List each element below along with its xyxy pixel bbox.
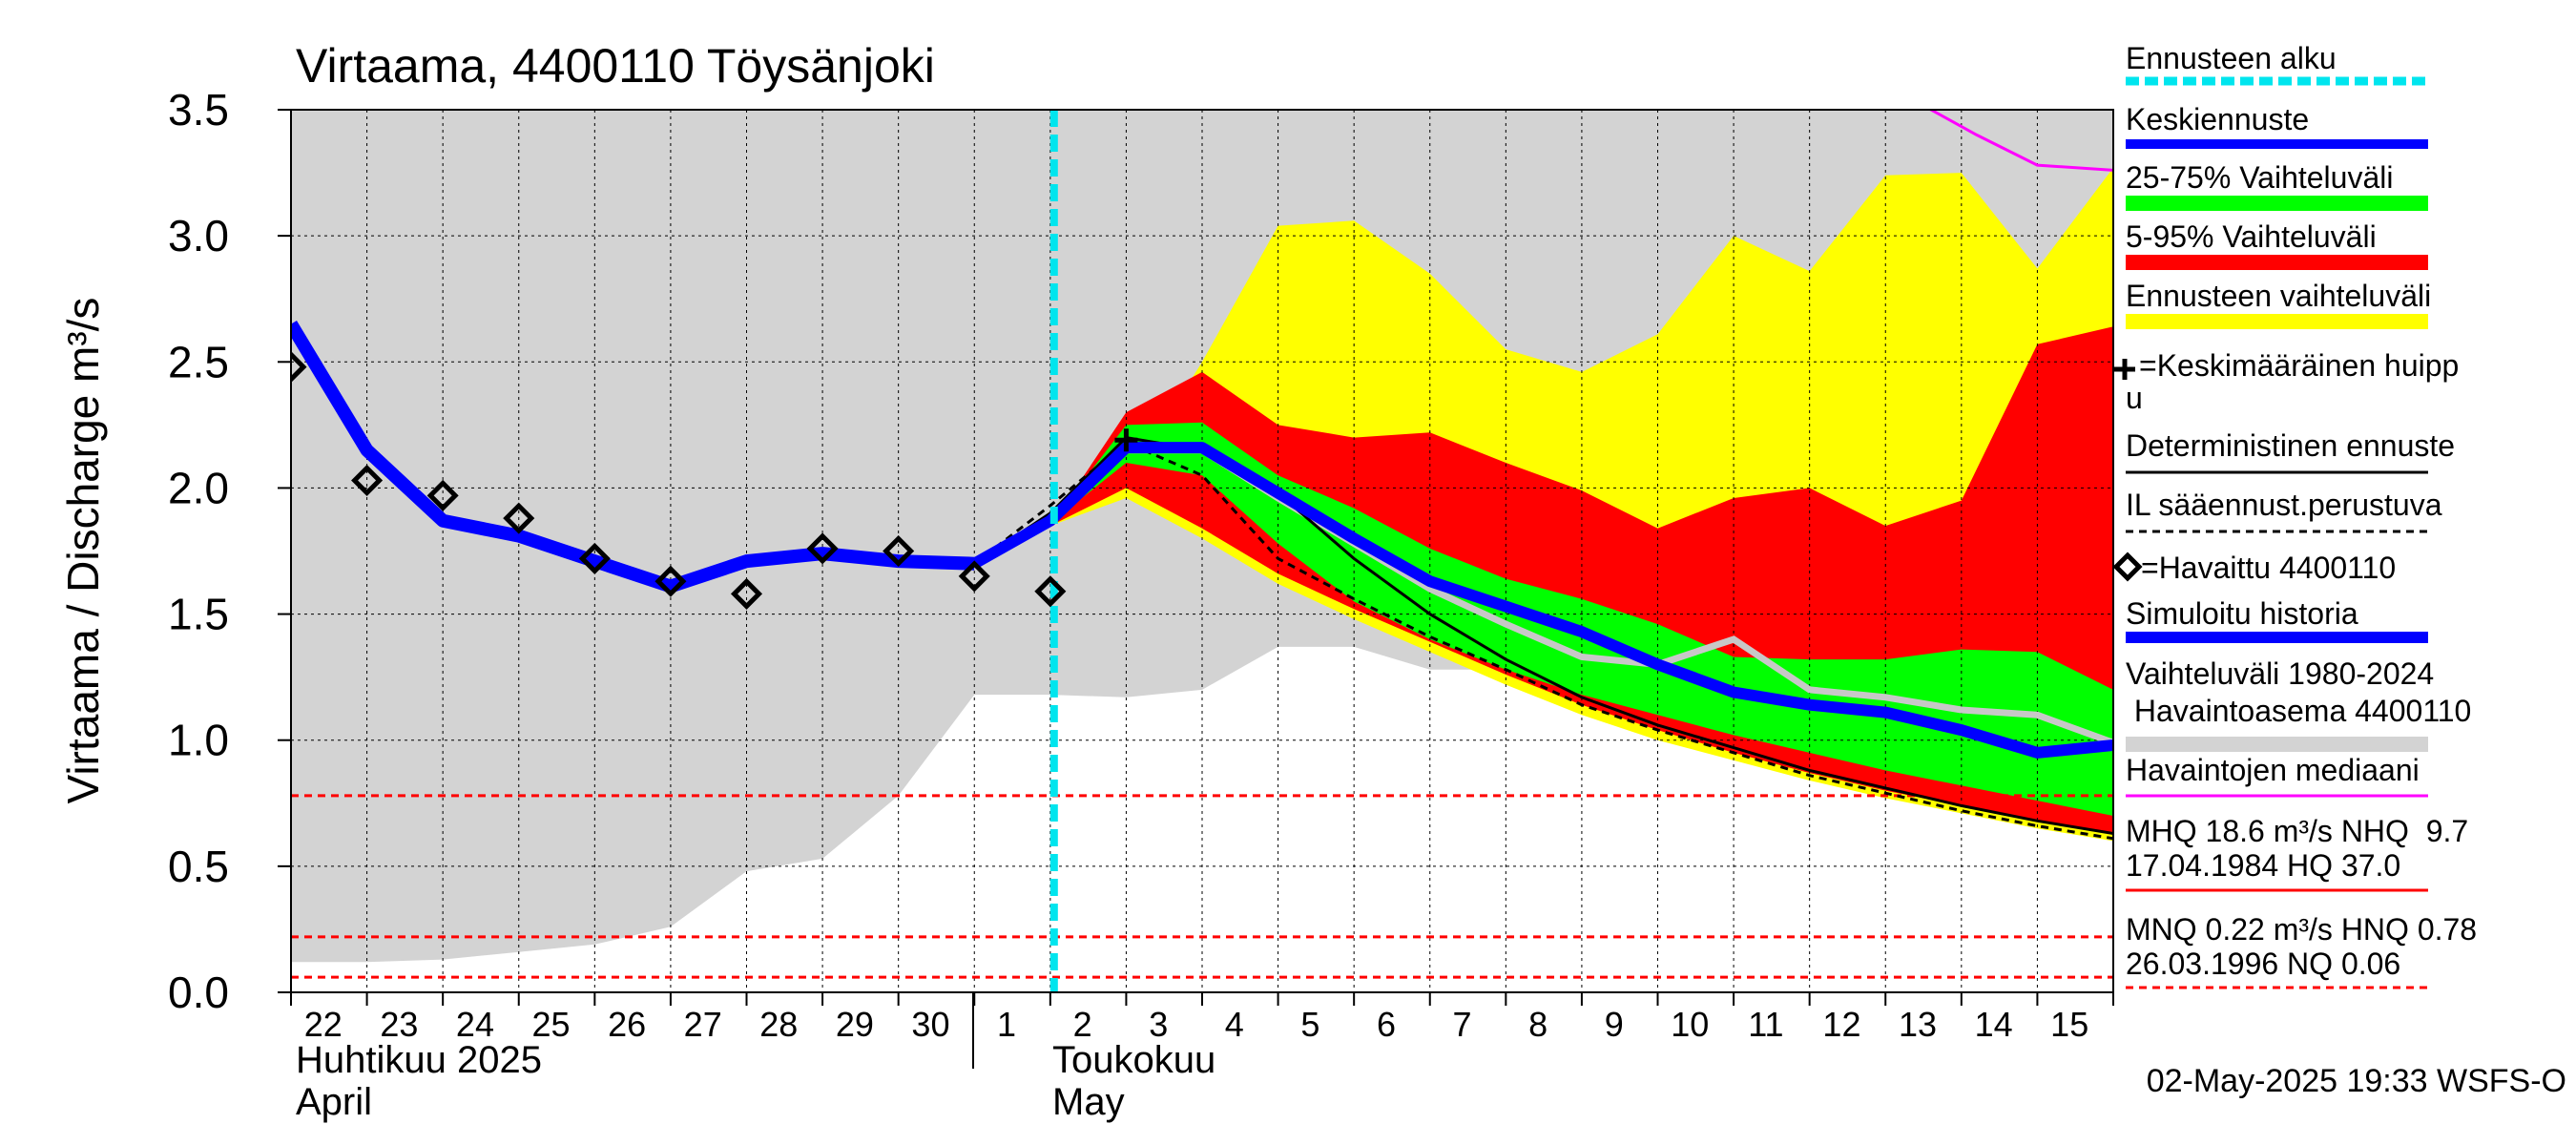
legend-mhq-label-cont: 17.04.1984 HQ 37.0 (2126, 848, 2400, 883)
footer-timestamp: 02-May-2025 19:33 WSFS-O (2147, 1063, 2566, 1099)
observed-point (351, 464, 384, 497)
legend-range-label: Vaihteluväli 1980-2024 (2126, 656, 2434, 691)
observed-points (291, 351, 1067, 610)
y-tick-label: 0.5 (168, 842, 229, 891)
x-tick-label: 7 (1453, 1005, 1472, 1044)
legend-mean-label: Keskiennuste (2126, 102, 2309, 136)
legend-il-label: IL sääennust.perustuva (2126, 488, 2442, 522)
il-forecast-line (973, 441, 2113, 841)
observed-point (426, 479, 459, 511)
x-tick-label: 28 (759, 1005, 798, 1044)
x-tick-label: 26 (608, 1005, 646, 1044)
legend-p25-75-label: 25-75% Vaihteluväli (2126, 160, 2393, 195)
y-tick-label: 1.5 (168, 590, 229, 639)
observed-point (578, 542, 611, 574)
legend-mnq-label: MNQ 0.22 m³/s HNQ 0.78 (2126, 912, 2477, 947)
legend-p5-95-label: 5-95% Vaihteluväli (2126, 219, 2377, 254)
legend-deterministic-label: Deterministinen ennuste (2126, 428, 2455, 463)
x-tick-label: 15 (2050, 1005, 2088, 1044)
x-tick-label: 27 (684, 1005, 722, 1044)
observed-point (958, 560, 990, 593)
x-tick-label: 23 (380, 1005, 418, 1044)
observed-point (806, 532, 839, 565)
x-tick-label: 13 (1899, 1005, 1937, 1044)
legend-peak-label: =Keskimääräinen huipp (2139, 348, 2459, 383)
observed-point (730, 577, 763, 610)
legend-range-label-cont: Havaintoasema 4400110 (2126, 694, 2471, 728)
x-tick-label: 24 (456, 1005, 494, 1044)
y-axis-label: Virtaama / Discharge m³/s (58, 298, 108, 804)
x-tick-label: 11 (1748, 1005, 1783, 1044)
y-tick-label: 3.5 (168, 85, 229, 135)
median-history-line (1927, 110, 2113, 172)
x-tick-label: 2 (1073, 1005, 1092, 1044)
y-tick-label: 2.5 (168, 337, 229, 386)
legend-observed-label: =Havaittu 4400110 (2141, 551, 2396, 585)
x-axis-ticks: 22 23 24 25 26 27 28 29 30 1 2 3 4 5 6 7 8 9 10 11 12 13 14 15 (290, 992, 2114, 1044)
x-tick-label: 3 (1149, 1005, 1168, 1044)
x-tick-label: 30 (911, 1005, 949, 1044)
x-tick-label: 5 (1300, 1005, 1319, 1044)
month-label-april-fi: Huhtikuu 2025 (296, 1039, 542, 1081)
legend-mhq-label: MHQ 18.6 m³/s NHQ 9.7 (2126, 814, 2468, 848)
legend-forecast-start-label: Ennusteen alku (2126, 41, 2337, 75)
legend: Ennusteen alku Keskiennuste 25-75% Vaiht… (2112, 41, 2477, 989)
mean-forecast-line (971, 442, 2113, 759)
x-tick-label: 29 (836, 1005, 874, 1044)
y-tick-label: 1.0 (168, 716, 229, 765)
chart-title: Virtaama, 4400110 Töysänjoki (296, 39, 935, 93)
month-label-may-en: May (1052, 1081, 1125, 1123)
x-tick-label: 4 (1225, 1005, 1244, 1044)
legend-simulated-label: Simuloitu historia (2126, 596, 2358, 631)
month-label-may-fi: Toukokuu (1052, 1039, 1215, 1081)
mean-peak-marker (1114, 428, 1138, 452)
x-tick-label: 10 (1671, 1005, 1709, 1044)
legend-peak-icon (2114, 359, 2135, 380)
y-tick-label: 2.0 (168, 463, 229, 512)
legend-forecast-range-label: Ennusteen vaihteluväli (2126, 279, 2431, 313)
observed-point (291, 351, 307, 384)
x-tick-label: 6 (1377, 1005, 1396, 1044)
x-tick-label: 1 (997, 1005, 1016, 1044)
reference-lines (291, 794, 2113, 979)
x-tick-label: 9 (1605, 1005, 1624, 1044)
y-tick-label: 0.0 (168, 968, 229, 1017)
x-tick-label: 25 (532, 1005, 571, 1044)
x-tick-label: 12 (1822, 1005, 1860, 1044)
legend-median-label: Havaintojen mediaani (2126, 753, 2420, 787)
simulated-history-line (291, 320, 975, 593)
legend-observed-icon (2112, 552, 2143, 582)
x-tick-label: 8 (1528, 1005, 1548, 1044)
observed-point (1034, 575, 1067, 608)
observed-point (503, 502, 535, 534)
y-axis-ticks: 0.0 0.5 1.0 1.5 2.0 2.5 3.0 3.5 (168, 85, 291, 1017)
observed-point (654, 565, 687, 597)
month-label-april-en: April (296, 1081, 372, 1123)
legend-peak-label-cont: u (2126, 381, 2143, 415)
y-tick-label: 3.0 (168, 211, 229, 260)
observed-point (883, 534, 915, 568)
legend-mnq-label-cont: 26.03.1996 NQ 0.06 (2126, 947, 2400, 981)
x-tick-label: 22 (304, 1005, 343, 1044)
x-tick-label: 14 (1975, 1005, 2013, 1044)
